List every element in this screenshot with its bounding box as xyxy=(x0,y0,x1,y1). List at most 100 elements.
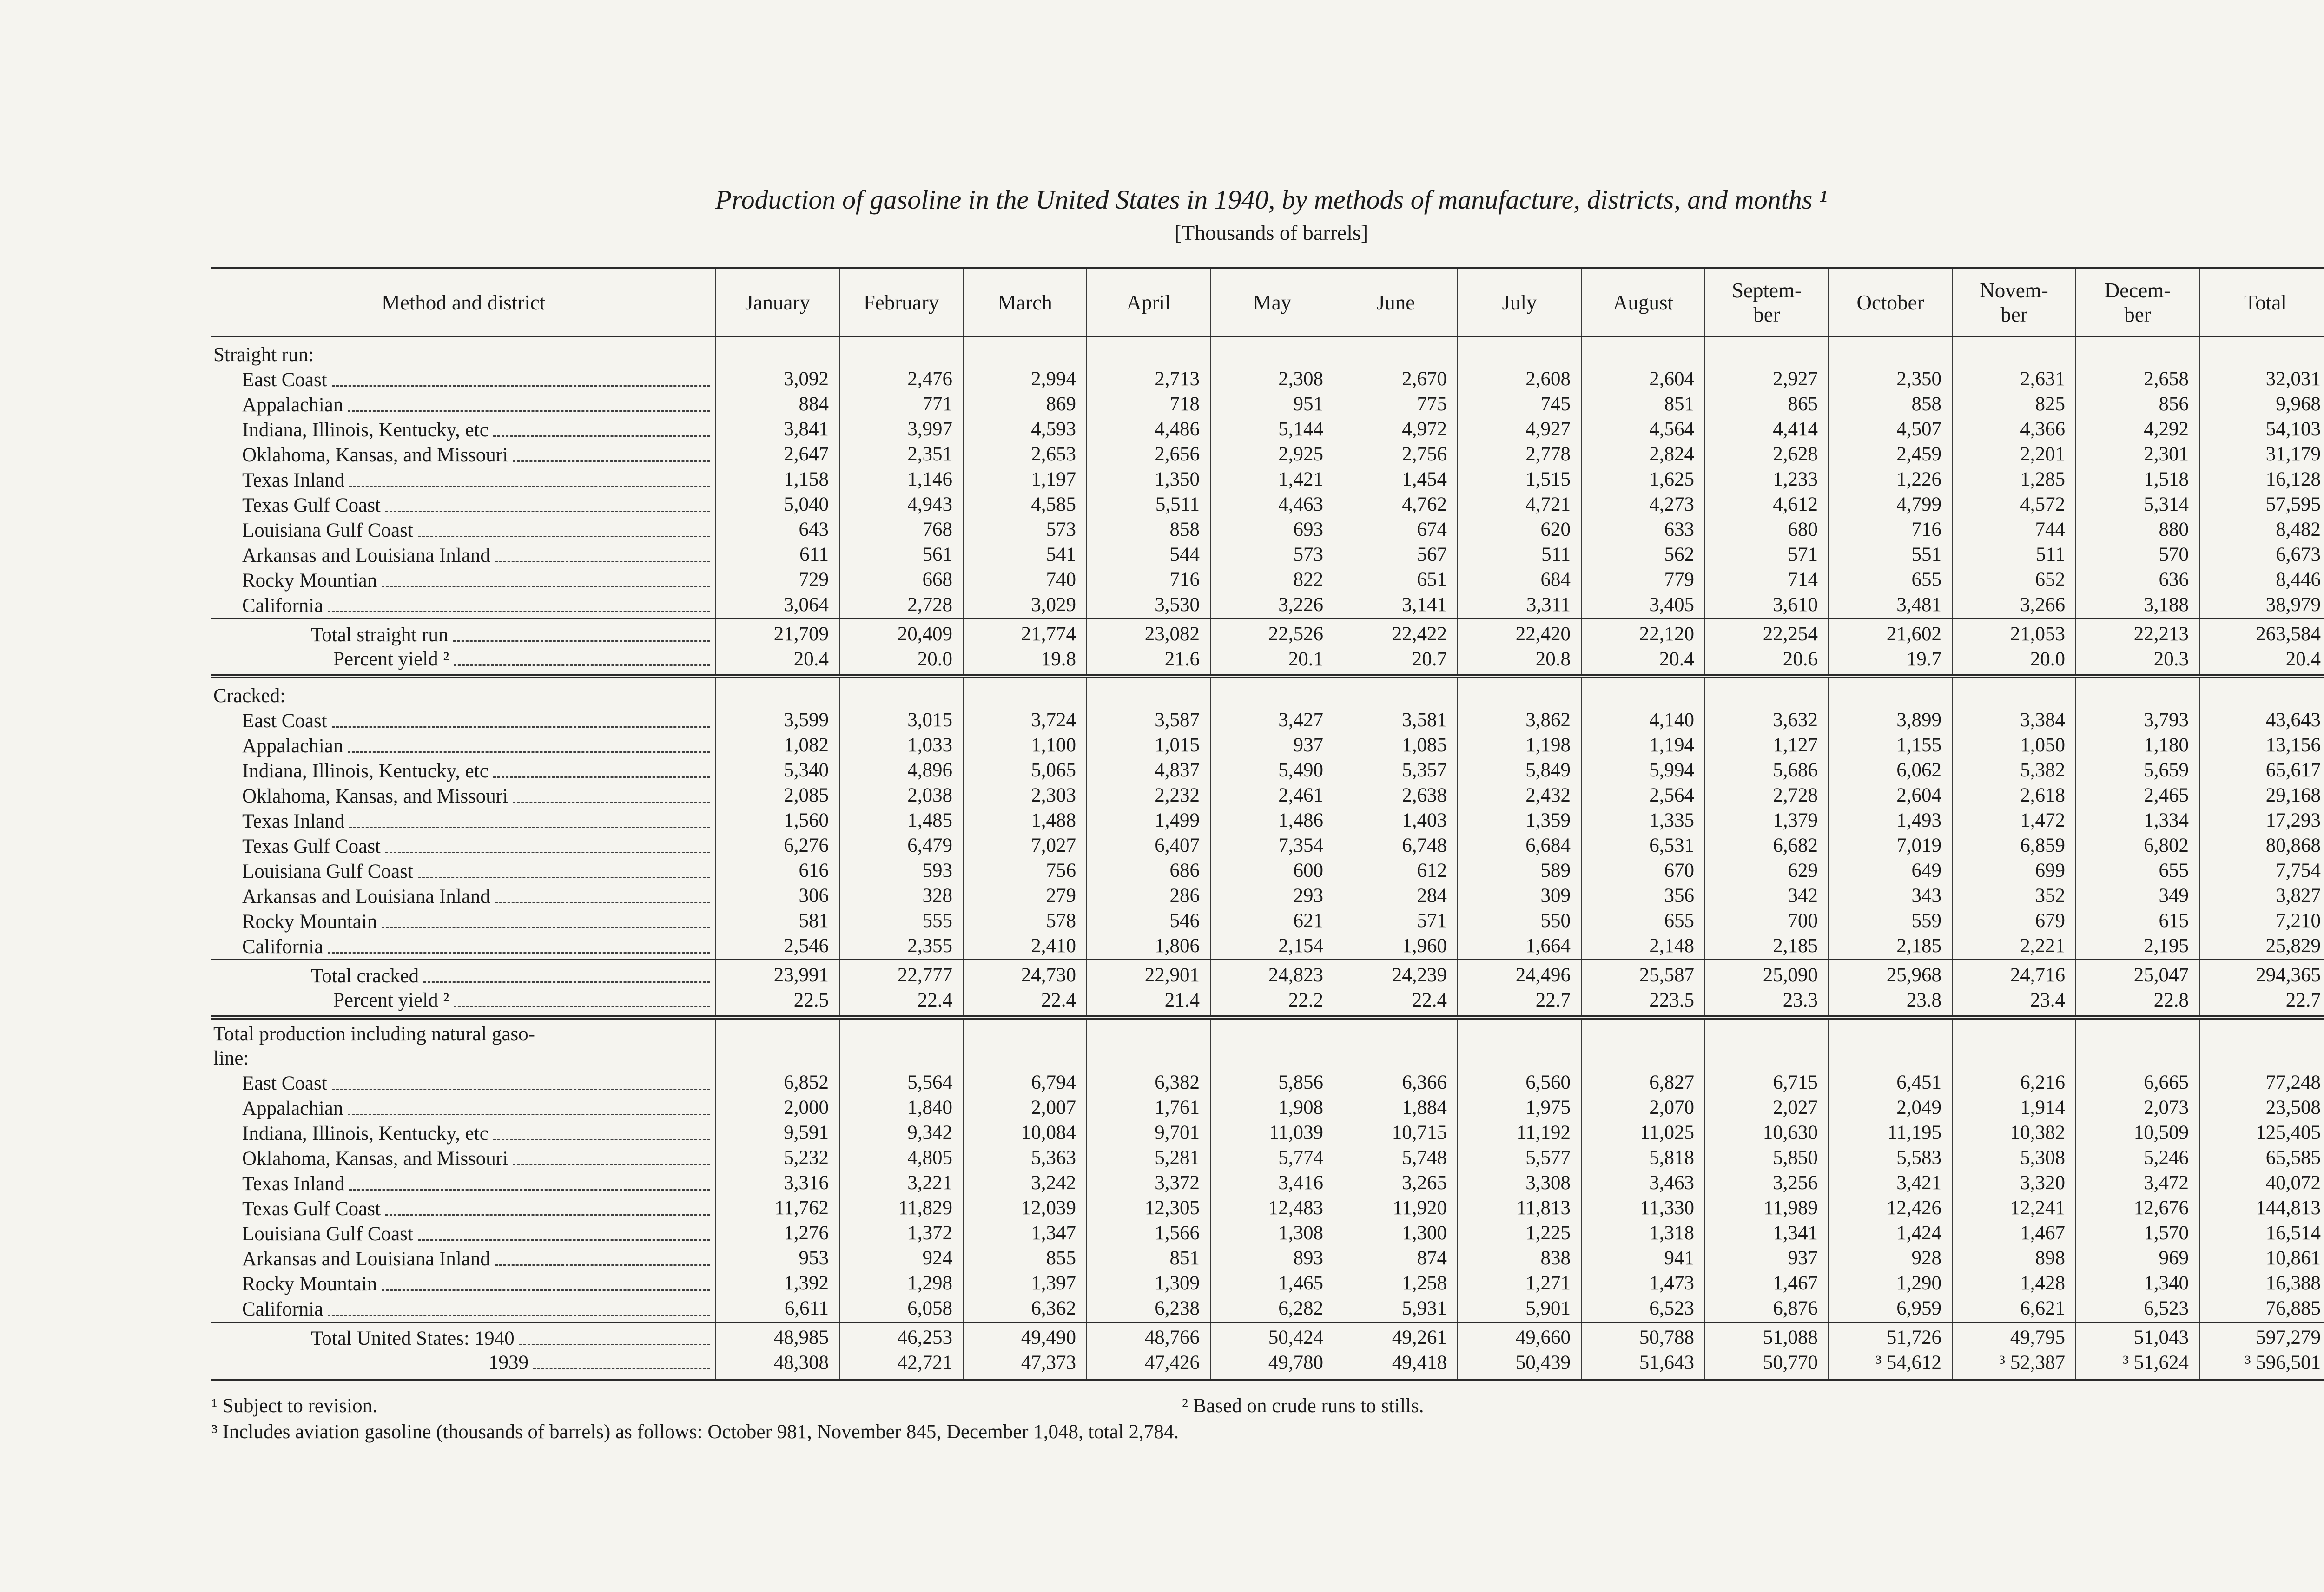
value-cell: 856 xyxy=(2075,392,2199,417)
value-cell: 3,427 xyxy=(1210,708,1334,733)
value-cell: 615 xyxy=(2075,909,2199,934)
column-header: Decem- ber xyxy=(2075,267,2199,337)
value-cell: 951 xyxy=(1210,392,1334,417)
value-cell: 76,885 xyxy=(2199,1296,2324,1322)
row-label-wrap: Texas Gulf Coast xyxy=(213,835,712,859)
dash-leader xyxy=(493,1122,710,1140)
value-cell: 3,311 xyxy=(1457,593,1581,619)
table-row: Texas Inland 3,316 3,221 3,242 3,372 3,416 3,2… xyxy=(211,1171,2324,1196)
row-label: Louisiana Gulf Coast xyxy=(242,861,413,882)
value-cell: 1,485 xyxy=(839,809,963,834)
value-cell: 6,852 xyxy=(715,1071,839,1096)
row-label: Total production including natural gaso-… xyxy=(213,1023,535,1069)
value-cell: 969 xyxy=(2075,1246,2199,1271)
value-cell: 668 xyxy=(839,568,963,593)
value-cell: 1,625 xyxy=(1581,467,1705,493)
value-cell: 714 xyxy=(1704,568,1829,593)
value-cell: 3,242 xyxy=(963,1171,1087,1196)
value-cell: 49,660 xyxy=(1457,1322,1581,1351)
value-cell: 6,058 xyxy=(839,1296,963,1322)
value-cell: 5,818 xyxy=(1581,1146,1705,1171)
value-cell: 544 xyxy=(1086,543,1210,568)
value-cell: 5,856 xyxy=(1210,1071,1334,1096)
row-label: Texas Gulf Coast xyxy=(242,1198,381,1220)
value-cell xyxy=(1952,676,2076,708)
value-cell xyxy=(1828,336,1952,367)
value-cell: 48,308 xyxy=(715,1351,839,1381)
value-cell: 674 xyxy=(1334,518,1458,543)
value-cell: 4,366 xyxy=(1952,417,2076,442)
value-cell: 22,526 xyxy=(1210,618,1334,647)
value-cell: 3,188 xyxy=(2075,593,2199,619)
value-cell: 20.4 xyxy=(715,647,839,678)
value-cell: 263,584 xyxy=(2199,618,2324,647)
value-cell: 1,884 xyxy=(1334,1096,1458,1121)
value-cell: 4,140 xyxy=(1581,708,1705,733)
value-cell: 4,572 xyxy=(1952,493,2076,518)
value-cell: 541 xyxy=(963,543,1087,568)
value-cell: 22.7 xyxy=(2199,988,2324,1020)
value-cell: 10,509 xyxy=(2075,1121,2199,1146)
value-cell: 2,653 xyxy=(963,442,1087,467)
value-cell: 306 xyxy=(715,884,839,909)
value-cell: 22,254 xyxy=(1704,618,1829,647)
value-cell: 550 xyxy=(1457,909,1581,934)
table-row: Indiana, Illinois, Kentucky, etc 5,340 4,8… xyxy=(211,758,2324,783)
table-row: East Coast 3,599 3,015 3,724 3,587 3,427 3,581… xyxy=(211,708,2324,733)
value-cell: 2,185 xyxy=(1704,934,1829,960)
value-cell: 2,185 xyxy=(1828,934,1952,960)
row-label-cell: Oklahoma, Kansas, and Missouri xyxy=(211,442,716,467)
value-cell: 633 xyxy=(1581,518,1705,543)
value-cell: 546 xyxy=(1086,909,1210,934)
footnote-3: ³ Includes aviation gasoline (thousands … xyxy=(211,1421,1179,1443)
value-cell: 22.4 xyxy=(839,988,963,1020)
row-label-wrap: Texas Gulf Coast xyxy=(213,1197,712,1221)
value-cell: 2,195 xyxy=(2075,934,2199,960)
value-cell: 11,813 xyxy=(1457,1196,1581,1221)
value-cell: 1,285 xyxy=(1952,467,2076,493)
value-cell: 4,896 xyxy=(839,758,963,783)
row-label: California xyxy=(242,936,324,958)
value-cell: 2,027 xyxy=(1704,1096,1829,1121)
value-cell xyxy=(1210,676,1334,708)
value-cell: 649 xyxy=(1828,859,1952,884)
row-label-wrap: Rocky Mountian xyxy=(213,569,712,593)
value-cell: 5,511 xyxy=(1086,493,1210,518)
table-row: Texas Inland 1,560 1,485 1,488 1,499 1,486 1,4… xyxy=(211,809,2324,834)
row-label-cell: Cracked: xyxy=(211,677,716,709)
value-cell: 684 xyxy=(1457,568,1581,593)
value-cell: 825 xyxy=(1952,392,2076,417)
row-label-wrap: Texas Gulf Coast xyxy=(213,493,712,518)
value-cell: 2,049 xyxy=(1828,1096,1952,1121)
value-cell: 3,092 xyxy=(715,367,839,392)
value-cell: 1,664 xyxy=(1457,934,1581,960)
footnote-line-1: ¹ Subject to revision. ² Based on crude … xyxy=(211,1393,2324,1419)
row-label: Texas Inland xyxy=(242,469,345,491)
value-cell xyxy=(1828,676,1952,708)
row-label-cell: Arkansas and Louisiana Inland xyxy=(211,1246,716,1271)
dash-leader xyxy=(417,860,710,878)
total-row: Total United States: 1940 48,985 46,253 49,… xyxy=(211,1322,2324,1351)
value-cell: 5,040 xyxy=(715,493,839,518)
row-label-cell: Oklahoma, Kansas, and Missouri xyxy=(211,1146,716,1171)
value-cell: 2,658 xyxy=(2075,367,2199,392)
dash-leader xyxy=(495,544,710,562)
value-cell: 616 xyxy=(715,859,839,884)
value-cell: 1,341 xyxy=(1704,1221,1829,1246)
value-cell: 22,422 xyxy=(1334,618,1458,647)
value-cell xyxy=(1334,336,1458,367)
row-label-wrap: Percent yield ² xyxy=(213,647,712,671)
row-label-wrap: Total straight run xyxy=(213,623,712,647)
dash-leader xyxy=(348,393,710,412)
value-cell: 40,072 xyxy=(2199,1171,2324,1196)
value-cell: 3,581 xyxy=(1334,708,1458,733)
header-row: Method and district January February Mar… xyxy=(211,267,2324,337)
value-cell xyxy=(839,336,963,367)
value-cell xyxy=(1457,676,1581,708)
dash-leader xyxy=(493,418,710,437)
value-cell: 744 xyxy=(1952,518,2076,543)
dash-leader xyxy=(331,709,710,728)
value-cell xyxy=(1334,676,1458,708)
value-cell: 3,632 xyxy=(1704,708,1829,733)
value-cell: 11,989 xyxy=(1704,1196,1829,1221)
